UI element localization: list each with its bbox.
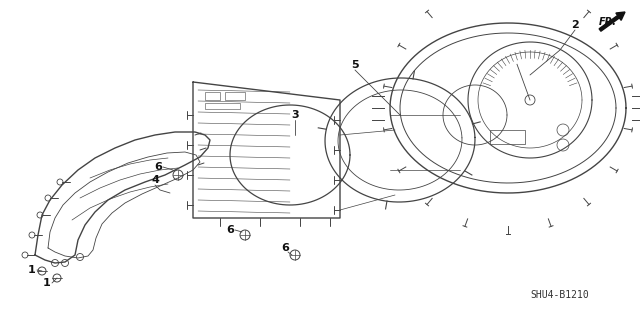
Text: SHU4-B1210: SHU4-B1210 [531,290,589,300]
Text: 6: 6 [226,225,234,235]
FancyArrow shape [599,12,625,31]
Text: 6: 6 [154,162,162,172]
Text: 5: 5 [351,60,359,70]
Bar [225,92,245,100]
Bar [490,130,525,144]
Text: 4: 4 [151,175,159,185]
Text: 2: 2 [571,20,579,30]
Text: 6: 6 [281,243,289,253]
Text: 1: 1 [28,265,36,275]
Text: 1: 1 [43,278,51,288]
Bar [205,103,240,109]
Text: FR.: FR. [599,17,617,27]
Bar [205,92,220,100]
Text: 3: 3 [291,110,299,120]
